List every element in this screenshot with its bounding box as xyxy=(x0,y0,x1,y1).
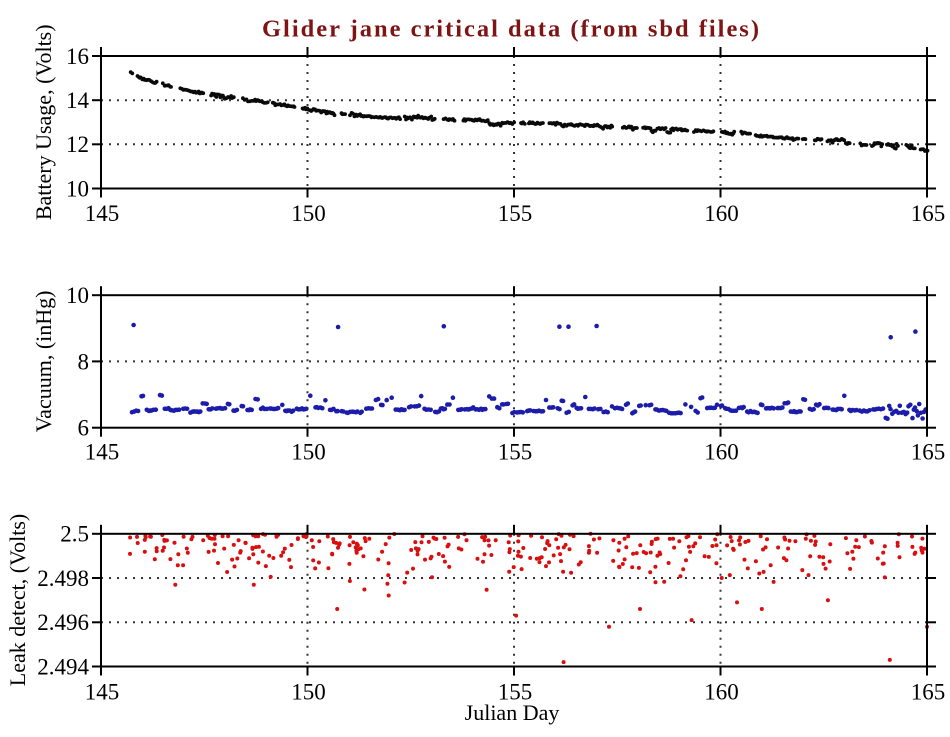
svg-text:2.496: 2.496 xyxy=(37,610,89,635)
svg-text:2.494: 2.494 xyxy=(37,654,89,679)
svg-text:155: 155 xyxy=(498,679,533,704)
svg-text:155: 155 xyxy=(498,439,533,464)
svg-text:160: 160 xyxy=(704,439,739,464)
svg-text:145: 145 xyxy=(85,679,120,704)
svg-text:Glider jane critical data (fro: Glider jane critical data (from sbd file… xyxy=(262,15,759,42)
svg-text:165: 165 xyxy=(911,679,946,704)
svg-text:145: 145 xyxy=(85,201,120,226)
svg-text:165: 165 xyxy=(911,201,946,226)
svg-text:2.5: 2.5 xyxy=(60,522,89,547)
svg-text:10: 10 xyxy=(66,283,89,308)
svg-text:150: 150 xyxy=(291,201,326,226)
svg-text:165: 165 xyxy=(911,439,946,464)
svg-text:12: 12 xyxy=(66,132,89,157)
svg-text:Julian Day: Julian Day xyxy=(465,700,560,725)
svg-text:150: 150 xyxy=(291,679,326,704)
svg-text:Leak detect, (Volts): Leak detect, (Volts) xyxy=(5,514,30,686)
svg-text:155: 155 xyxy=(498,201,533,226)
svg-text:160: 160 xyxy=(704,201,739,226)
svg-text:Battery Usage, (Volts): Battery Usage, (Volts) xyxy=(31,24,56,220)
svg-text:2.498: 2.498 xyxy=(37,566,89,591)
svg-text:160: 160 xyxy=(704,679,739,704)
svg-text:10: 10 xyxy=(66,176,89,201)
svg-text:6: 6 xyxy=(78,416,90,441)
svg-text:145: 145 xyxy=(85,439,120,464)
svg-text:14: 14 xyxy=(66,88,90,113)
svg-text:Vacuum, (inHg): Vacuum, (inHg) xyxy=(31,291,56,433)
svg-text:150: 150 xyxy=(291,439,326,464)
svg-text:16: 16 xyxy=(66,44,89,69)
svg-text:8: 8 xyxy=(78,349,90,374)
